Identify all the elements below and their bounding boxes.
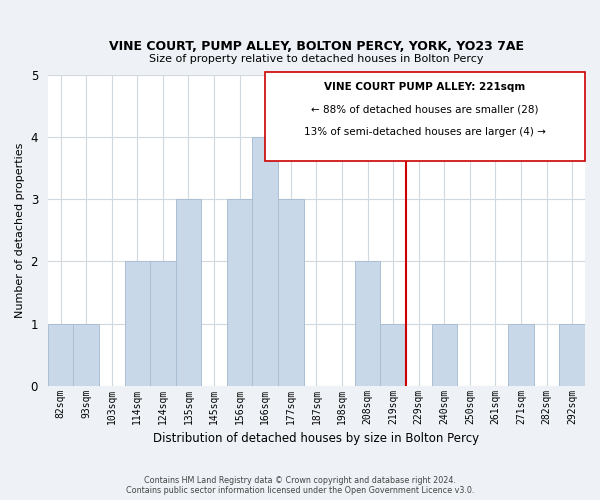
Bar [559, 324, 585, 386]
Bar [278, 200, 304, 386]
Bar [227, 200, 253, 386]
Bar [150, 262, 176, 386]
Bar [431, 324, 457, 386]
Text: ← 88% of detached houses are smaller (28): ← 88% of detached houses are smaller (28… [311, 104, 539, 114]
Y-axis label: Number of detached properties: Number of detached properties [15, 142, 25, 318]
Bar [176, 200, 201, 386]
Bar [253, 137, 278, 386]
Bar [380, 324, 406, 386]
Bar [508, 324, 534, 386]
Bar [48, 324, 73, 386]
Text: VINE COURT PUMP ALLEY: 221sqm: VINE COURT PUMP ALLEY: 221sqm [325, 82, 526, 92]
Bar [265, 72, 585, 160]
X-axis label: Distribution of detached houses by size in Bolton Percy: Distribution of detached houses by size … [154, 432, 479, 445]
Bar [125, 262, 150, 386]
Text: Contains HM Land Registry data © Crown copyright and database right 2024.
Contai: Contains HM Land Registry data © Crown c… [126, 476, 474, 495]
Text: 13% of semi-detached houses are larger (4) →: 13% of semi-detached houses are larger (… [304, 126, 546, 136]
Title: VINE COURT, PUMP ALLEY, BOLTON PERCY, YORK, YO23 7AE: VINE COURT, PUMP ALLEY, BOLTON PERCY, YO… [109, 40, 524, 53]
Bar [355, 262, 380, 386]
Text: Size of property relative to detached houses in Bolton Percy: Size of property relative to detached ho… [149, 54, 484, 64]
Bar [73, 324, 99, 386]
